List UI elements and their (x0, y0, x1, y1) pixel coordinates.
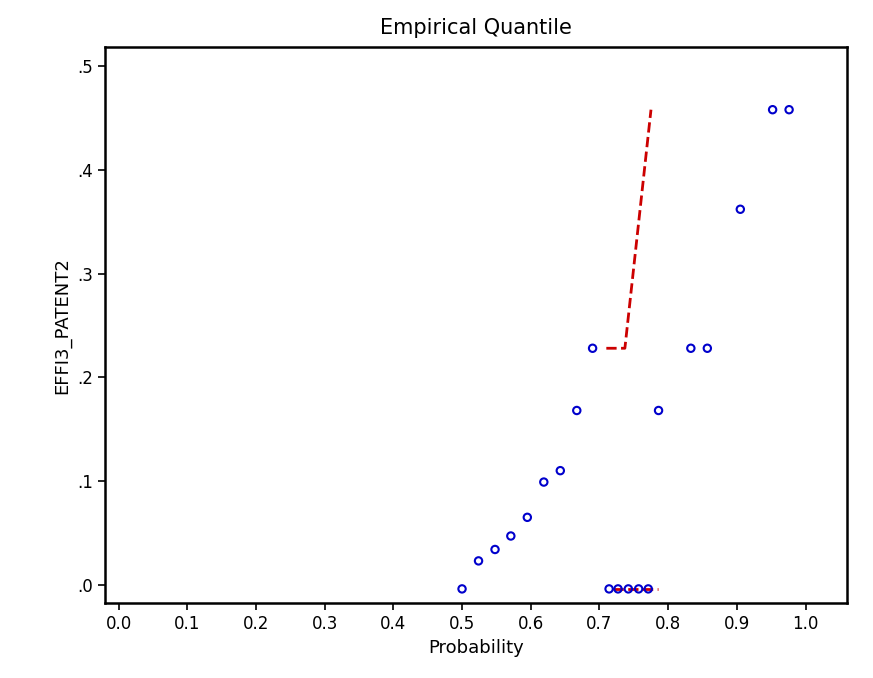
Y-axis label: EFFI3_PATENT2: EFFI3_PATENT2 (53, 257, 72, 394)
Point (684, 343, 698, 354)
Point (537, 477, 551, 487)
Point (586, 343, 600, 354)
Point (602, 584, 616, 595)
Point (504, 531, 518, 542)
Title: Empirical Quantile: Empirical Quantile (380, 18, 572, 37)
Point (700, 343, 714, 354)
Point (782, 104, 796, 115)
Point (553, 465, 567, 476)
Point (733, 204, 747, 215)
Point (766, 104, 780, 115)
Point (471, 555, 485, 566)
Point (622, 584, 636, 595)
Point (488, 544, 502, 555)
Point (632, 584, 646, 595)
Point (570, 405, 584, 416)
X-axis label: Probability: Probability (428, 639, 524, 657)
Point (642, 584, 656, 595)
Point (611, 584, 625, 595)
Point (520, 512, 534, 523)
Point (455, 584, 469, 595)
Point (651, 405, 665, 416)
